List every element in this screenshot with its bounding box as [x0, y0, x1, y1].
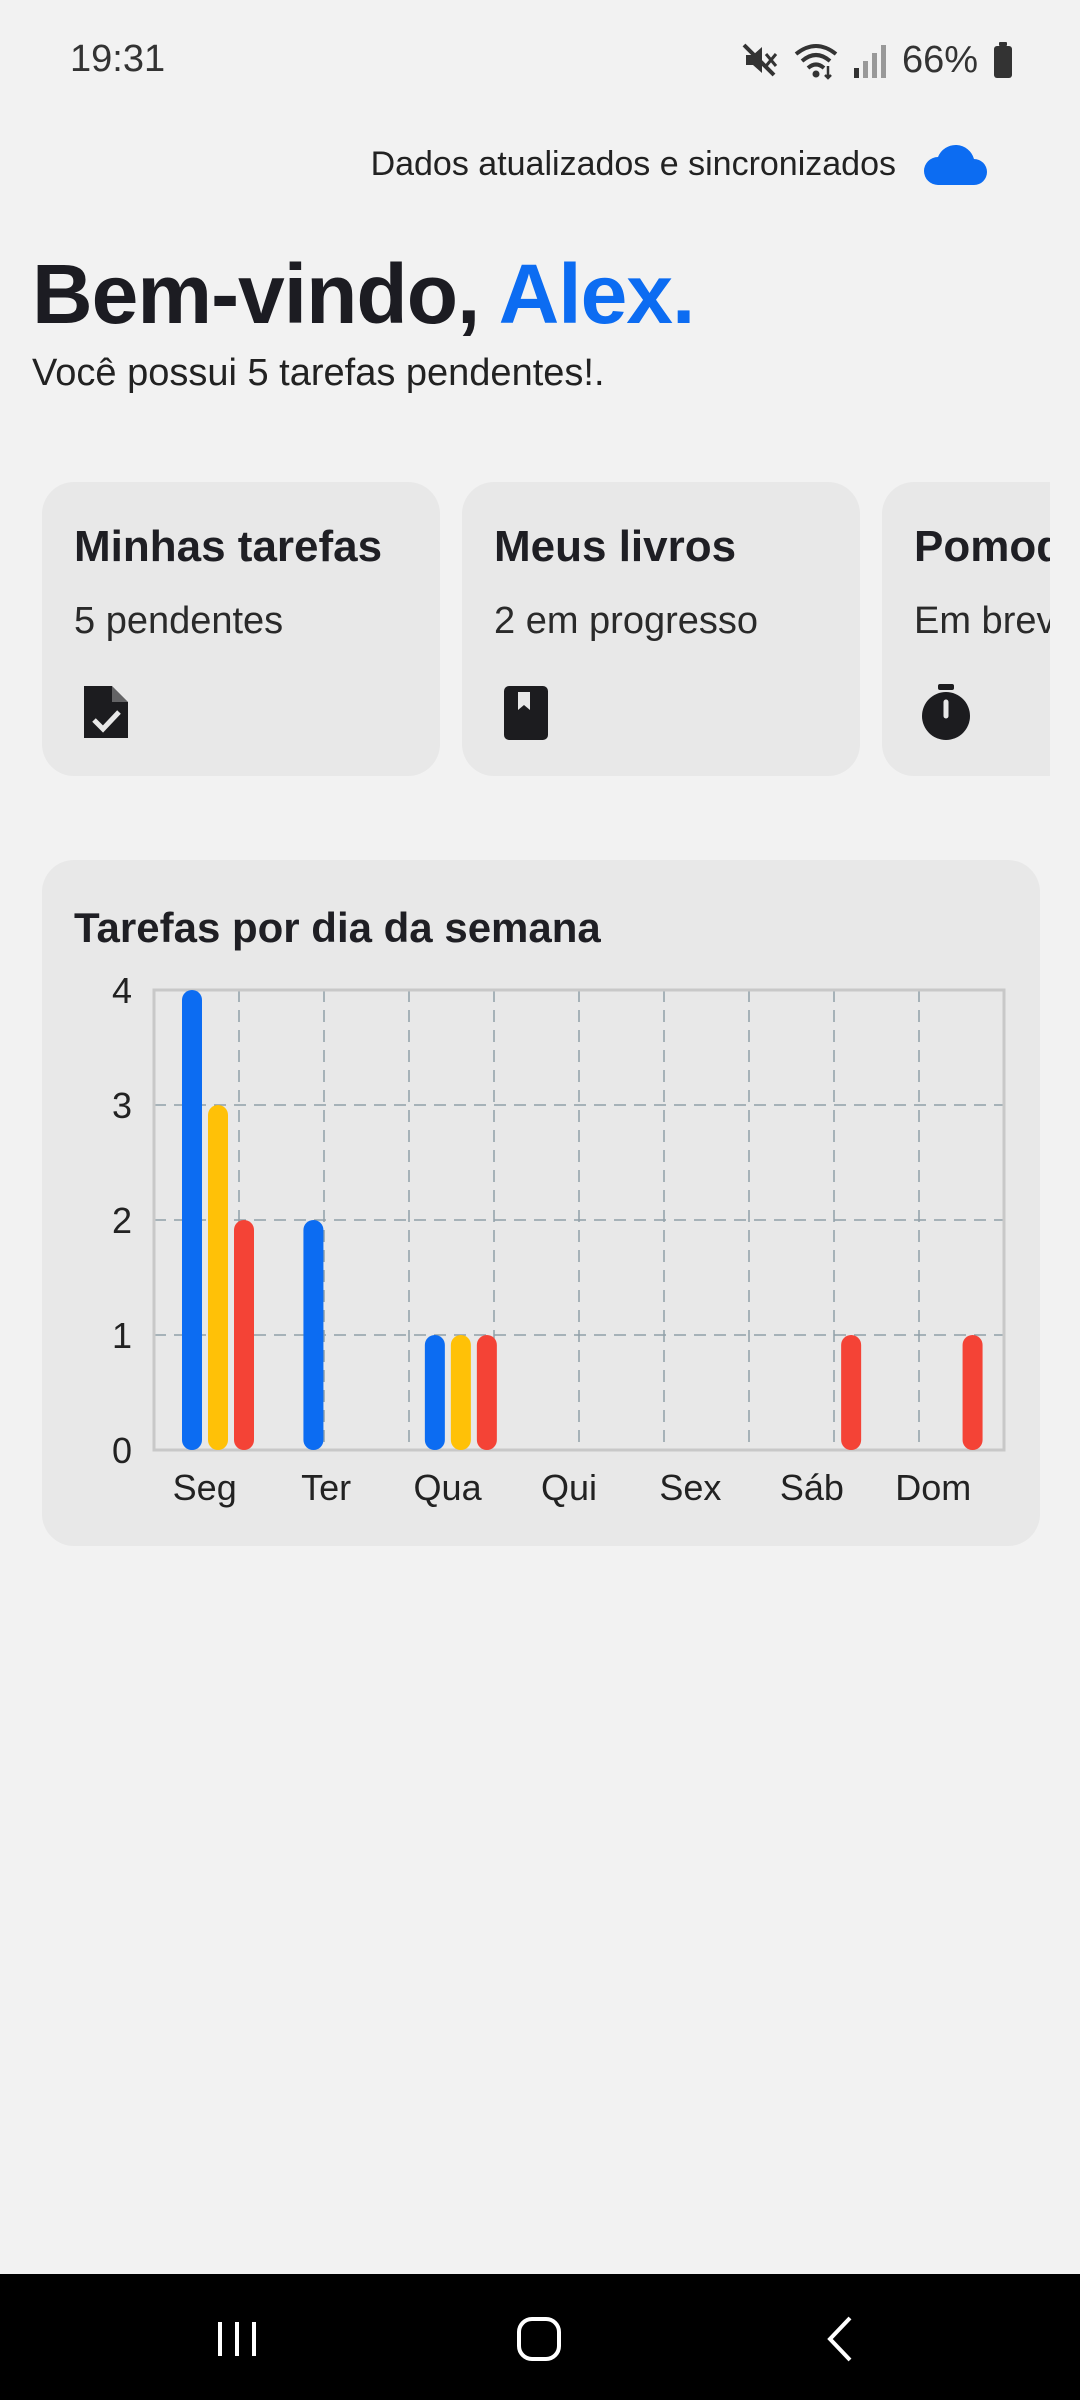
cloud-icon[interactable] [922, 141, 988, 187]
bar [182, 990, 202, 1450]
book-icon [504, 686, 548, 740]
x-tick-label: Qui [541, 1467, 597, 1508]
bar [303, 1220, 324, 1450]
status-bar: 19:31 66% [0, 0, 1080, 120]
card-title: Minhas tarefas [74, 522, 383, 571]
status-icons: 66% [740, 36, 1014, 84]
y-tick-label: 4 [112, 970, 132, 1011]
y-tick-label: 2 [112, 1200, 132, 1241]
status-time: 19:31 [70, 38, 166, 80]
x-tick-label: Ter [301, 1467, 351, 1508]
card-pomodoro[interactable]: Pomodoro Em breve [882, 482, 1050, 776]
welcome-prefix: Bem-vindo, [32, 247, 499, 341]
signal-icon [853, 45, 886, 78]
card-subtitle: 5 pendentes [74, 600, 284, 642]
wifi-icon [794, 44, 838, 80]
card-title: Meus livros [494, 522, 737, 571]
sync-status: Dados atualizados e sincronizados [371, 136, 988, 192]
system-navigation-bar [0, 2274, 1080, 2400]
bar [208, 1105, 228, 1450]
battery-percent: 66% [901, 38, 978, 81]
card-title: Pomodoro [914, 522, 1050, 571]
battery-icon [994, 42, 1012, 78]
bar [234, 1220, 254, 1450]
bar [962, 1335, 983, 1450]
back-icon[interactable] [806, 2304, 876, 2374]
home-icon[interactable] [504, 2304, 574, 2374]
x-tick-label: Sex [659, 1467, 721, 1508]
welcome-heading: Bem-vindo, Alex. [32, 246, 696, 343]
user-name: Alex. [498, 247, 696, 341]
stopwatch-icon [922, 684, 970, 740]
chart-title: Tarefas por dia da semana [74, 904, 601, 951]
pending-tasks-text: Você possui 5 tarefas pendentes!. [32, 352, 605, 394]
card-my-books[interactable]: Meus livros 2 em progresso [462, 482, 860, 776]
sync-status-text: Dados atualizados e sincronizados [370, 144, 896, 183]
bar [450, 1335, 471, 1450]
shortcut-cards-carousel[interactable]: Minhas tarefas 5 pendentes Meus livros 2… [42, 482, 1050, 776]
recent-apps-icon[interactable] [202, 2304, 272, 2374]
bar [424, 1335, 445, 1450]
plot-border [152, 988, 1006, 1452]
tasks-per-weekday-chart-card: Tarefas por dia da semana 0 1 2 3 4 Seg Ter Qua… [42, 860, 1040, 1546]
task-file-check-icon [84, 686, 128, 738]
x-tick-label: Sáb [780, 1467, 844, 1508]
card-subtitle: Em breve [914, 600, 1050, 642]
bar [841, 1335, 862, 1450]
tasks-bar-chart: 0 1 2 3 4 Seg Ter Qua Qui Sex Sáb Dom [112, 970, 1006, 1508]
x-tick-label: Seg [173, 1467, 237, 1508]
y-tick-label: 3 [112, 1085, 132, 1126]
card-subtitle: 2 em progresso [494, 600, 759, 642]
x-tick-label: Qua [414, 1467, 483, 1508]
y-tick-label: 1 [112, 1315, 132, 1356]
y-tick-label: 0 [112, 1430, 132, 1471]
mute-icon [742, 43, 778, 77]
x-tick-label: Dom [895, 1467, 971, 1508]
card-my-tasks[interactable]: Minhas tarefas 5 pendentes [42, 482, 440, 776]
bar [476, 1335, 497, 1450]
